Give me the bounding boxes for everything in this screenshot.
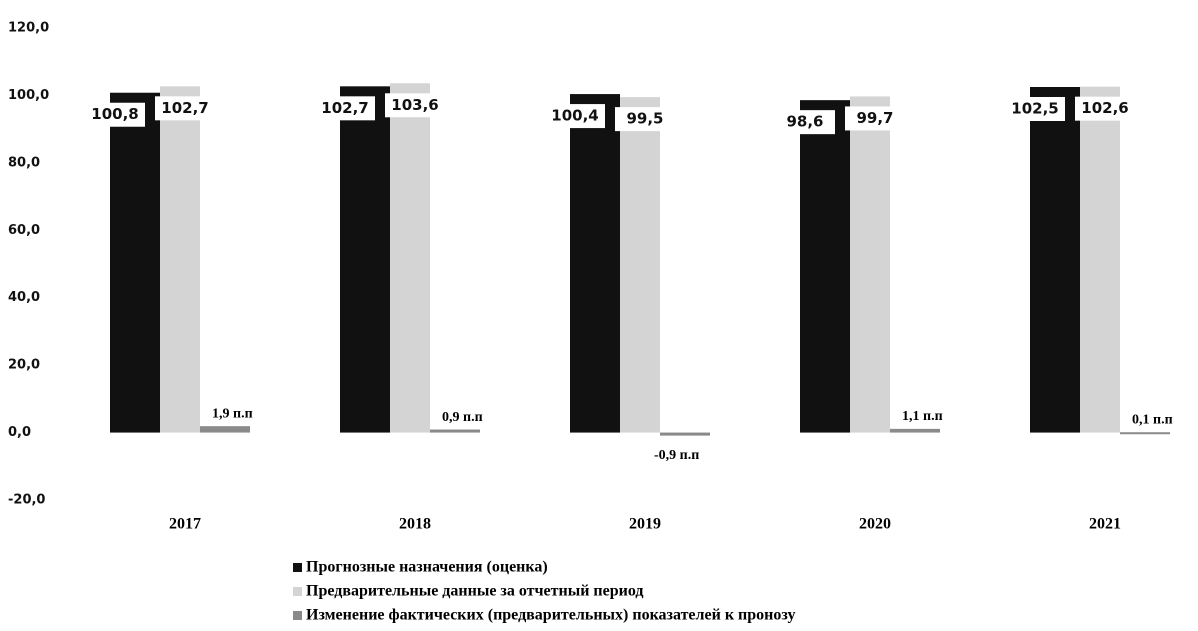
value-label: 100,8 [91, 105, 138, 123]
value-label: 102,7 [321, 99, 368, 117]
bar [1120, 432, 1170, 435]
label-bg [315, 96, 375, 121]
label-bg [385, 93, 445, 118]
bar [620, 97, 660, 433]
bar [570, 94, 620, 433]
value-label: 102,7 [161, 99, 208, 117]
value-label: 102,5 [1011, 100, 1058, 118]
value-label: 102,6 [1081, 99, 1128, 117]
bar [430, 429, 480, 433]
value-label: 98,6 [786, 113, 823, 131]
x-tick-label: 2018 [399, 516, 431, 533]
y-tick-label: 20,0 [8, 358, 40, 373]
label-bg [845, 106, 905, 131]
legend-marker [293, 587, 302, 596]
bar [110, 92, 160, 433]
legend-marker [293, 611, 302, 620]
label-bg [775, 110, 835, 135]
value-label: 99,5 [626, 110, 663, 128]
value-label: 99,7 [856, 109, 893, 127]
label-bg [155, 96, 215, 121]
label-bg [1075, 96, 1135, 121]
y-tick-label: 60,0 [8, 223, 40, 238]
value-label: 1,9 п.п [212, 406, 253, 421]
bar [390, 83, 430, 433]
y-tick-label: 120,0 [8, 21, 49, 36]
value-label: 0,1 п.п [1132, 412, 1173, 427]
x-tick-label: 2020 [859, 516, 891, 533]
bar [800, 100, 850, 433]
bar [890, 428, 940, 433]
y-tick-label: 80,0 [8, 155, 40, 170]
legend-label: Изменение фактических (предварительных) … [306, 607, 795, 624]
bar [1030, 87, 1080, 433]
y-tick-label: -20,0 [8, 493, 45, 508]
bar [660, 432, 710, 436]
y-tick-label: 0,0 [8, 425, 31, 440]
label-bg [1005, 97, 1065, 121]
value-label: -0,9 п.п [654, 448, 699, 463]
x-tick-label: 2019 [629, 516, 661, 533]
legend-label: Предварительные данные за отчетный перио… [306, 583, 643, 600]
label-bg [85, 102, 145, 127]
label-bg [615, 107, 675, 132]
bar [160, 86, 200, 433]
legend-label: Прогнозные назначения (оценка) [306, 559, 548, 576]
bar [1080, 86, 1120, 433]
label-bg [545, 104, 605, 129]
value-label: 0,9 п.п [442, 410, 483, 425]
legend-marker [293, 563, 302, 572]
x-tick-label: 2017 [169, 516, 201, 533]
x-tick-label: 2021 [1089, 516, 1121, 533]
bar [850, 96, 890, 433]
bar [340, 86, 390, 433]
y-tick-label: 40,0 [8, 290, 40, 305]
value-label: 100,4 [551, 107, 598, 125]
value-label: 1,1 п.п [902, 409, 943, 424]
y-tick-label: 100,0 [8, 88, 49, 103]
bar [200, 426, 250, 433]
value-label: 103,6 [391, 96, 438, 114]
